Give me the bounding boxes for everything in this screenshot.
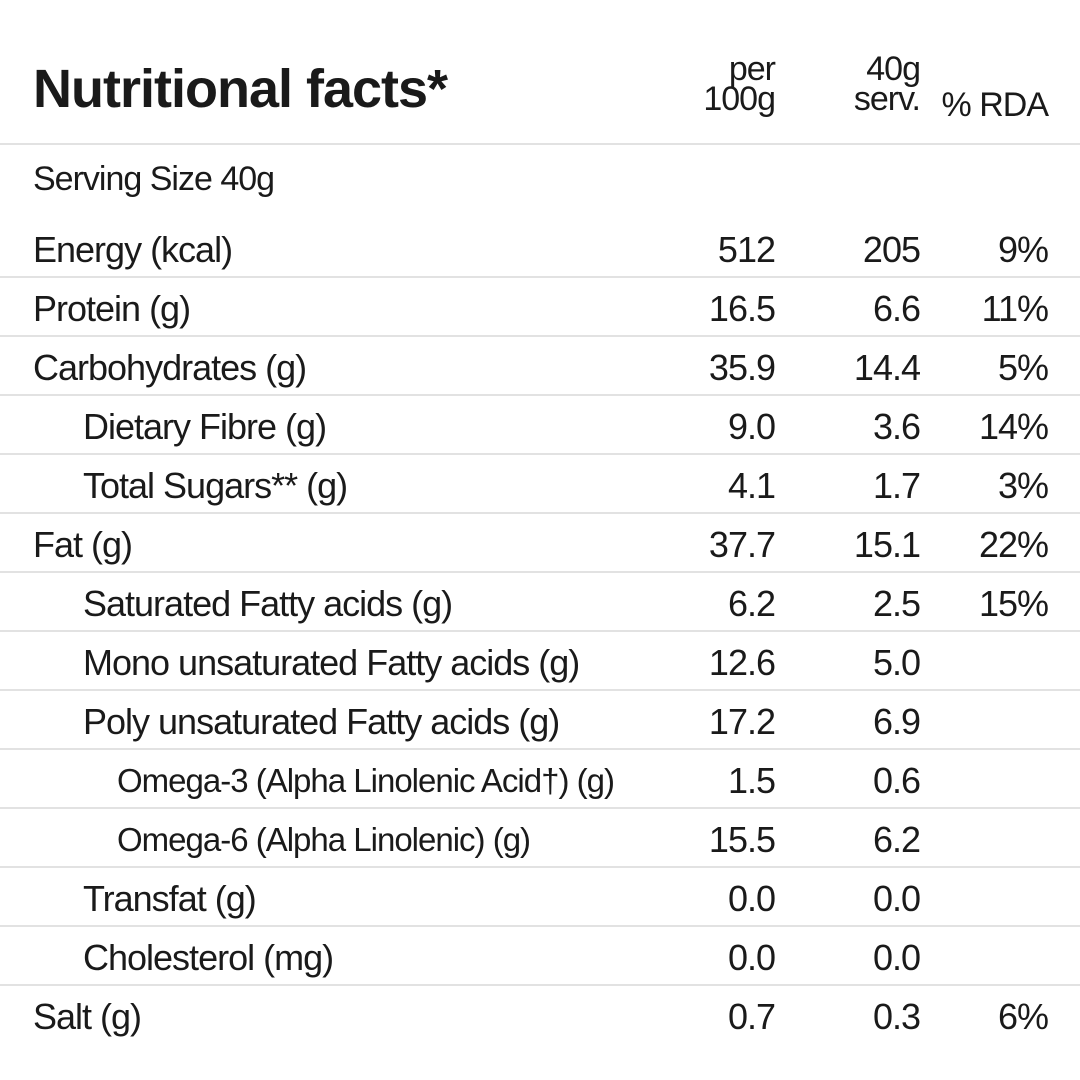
value-per-100g: 1.5: [727, 760, 776, 801]
value-per-100g: 12.6: [708, 642, 776, 683]
value-per-100g: 37.7: [708, 524, 776, 565]
value-per-100g: 4.1: [727, 465, 776, 506]
header-per-100g-line1: per: [728, 50, 776, 88]
table-row: Cholesterol (mg) 0.0 0.0: [0, 926, 1080, 985]
divider: [0, 276, 1080, 278]
divider: [0, 984, 1080, 986]
divider: [0, 689, 1080, 691]
value-per-100g: 0.7: [727, 996, 776, 1037]
value-per-100g: 17.2: [708, 701, 776, 742]
value-per-100g: 512: [717, 229, 776, 270]
table-row: Poly unsaturated Fatty acids (g) 17.2 6.9: [0, 690, 1080, 749]
divider: [0, 394, 1080, 396]
value-per-100g: 0.0: [727, 878, 776, 919]
header-per-serving-line1: 40g: [866, 50, 921, 88]
value-rda: 6%: [997, 996, 1049, 1037]
divider: [0, 143, 1080, 145]
value-rda: 3%: [997, 465, 1049, 506]
nutrient-label: Cholesterol (mg): [83, 937, 334, 978]
value-per-serving: 205: [862, 229, 921, 270]
value-per-100g: 16.5: [708, 288, 776, 329]
header-rda: % RDA: [941, 86, 1049, 124]
value-per-serving: 5.0: [872, 642, 921, 683]
nutrient-label: Mono unsaturated Fatty acids (g): [83, 642, 580, 683]
table-row: Omega-6 (Alpha Linolenic) (g) 15.5 6.2: [0, 808, 1080, 867]
divider: [0, 335, 1080, 337]
divider: [0, 748, 1080, 750]
divider: [0, 571, 1080, 573]
header-per-100g-line2: 100g: [703, 80, 776, 118]
table-row: Protein (g) 16.5 6.6 11%: [0, 277, 1080, 336]
header-per-serving-line2: serv.: [853, 80, 921, 118]
divider: [0, 866, 1080, 868]
value-per-serving: 0.6: [872, 760, 921, 801]
nutrient-label: Salt (g): [33, 996, 142, 1037]
value-per-serving: 3.6: [872, 406, 921, 447]
nutrient-label: Energy (kcal): [33, 229, 233, 270]
table-row: Total Sugars** (g) 4.1 1.7 3%: [0, 454, 1080, 513]
value-per-serving: 6.2: [872, 819, 921, 860]
value-rda: 9%: [997, 229, 1049, 270]
value-per-serving: 15.1: [853, 524, 921, 565]
divider: [0, 630, 1080, 632]
value-rda: 5%: [997, 347, 1049, 388]
value-per-100g: 0.0: [727, 937, 776, 978]
table-row: Saturated Fatty acids (g) 6.2 2.5 15%: [0, 572, 1080, 631]
value-per-serving: 6.9: [872, 701, 921, 742]
value-per-serving: 14.4: [853, 347, 921, 388]
nutrient-label: Carbohydrates (g): [33, 347, 307, 388]
header-per-100g: per 100g: [703, 50, 776, 118]
table-row: Salt (g) 0.7 0.3 6%: [0, 985, 1080, 1044]
value-rda: 11%: [981, 288, 1049, 329]
title: Nutritional facts*: [33, 59, 448, 119]
value-per-serving: 0.3: [872, 996, 921, 1037]
value-rda: 15%: [978, 583, 1049, 624]
divider: [0, 512, 1080, 514]
divider: [0, 453, 1080, 455]
serving-size: Serving Size 40g: [33, 160, 275, 198]
table-row: Omega-3 (Alpha Linolenic Acid†) (g) 1.5 0.…: [0, 749, 1080, 808]
value-per-serving: 6.6: [872, 288, 921, 329]
nutrient-label: Fat (g): [33, 524, 133, 565]
header-per-serving: 40g serv.: [853, 50, 921, 118]
table-row: Dietary Fibre (g) 9.0 3.6 14%: [0, 395, 1080, 454]
nutrient-label: Dietary Fibre (g): [83, 406, 327, 447]
divider: [0, 807, 1080, 809]
nutrient-label: Omega-6 (Alpha Linolenic) (g): [117, 821, 531, 858]
value-per-serving: 1.7: [872, 465, 921, 506]
divider: [0, 925, 1080, 927]
value-per-serving: 0.0: [872, 878, 921, 919]
value-per-100g: 15.5: [708, 819, 776, 860]
table-row: Transfat (g) 0.0 0.0: [0, 867, 1080, 926]
nutrient-label: Omega-3 (Alpha Linolenic Acid†) (g): [117, 762, 615, 799]
value-per-100g: 6.2: [727, 583, 776, 624]
nutrient-label: Protein (g): [33, 288, 191, 329]
table-row: Energy (kcal) 512 205 9%: [0, 218, 1080, 277]
table-row: Fat (g) 37.7 15.1 22%: [0, 513, 1080, 572]
value-rda: 14%: [978, 406, 1049, 447]
value-per-100g: 9.0: [727, 406, 776, 447]
value-rda: 22%: [978, 524, 1049, 565]
value-per-serving: 0.0: [872, 937, 921, 978]
value-per-100g: 35.9: [708, 347, 776, 388]
value-per-serving: 2.5: [872, 583, 921, 624]
nutrient-label: Poly unsaturated Fatty acids (g): [83, 701, 560, 742]
nutrient-label: Saturated Fatty acids (g): [83, 583, 453, 624]
nutrient-label: Total Sugars** (g): [83, 465, 348, 506]
nutrient-label: Transfat (g): [83, 878, 257, 919]
table-row: Carbohydrates (g) 35.9 14.4 5%: [0, 336, 1080, 395]
table-row: Mono unsaturated Fatty acids (g) 12.6 5.0: [0, 631, 1080, 690]
